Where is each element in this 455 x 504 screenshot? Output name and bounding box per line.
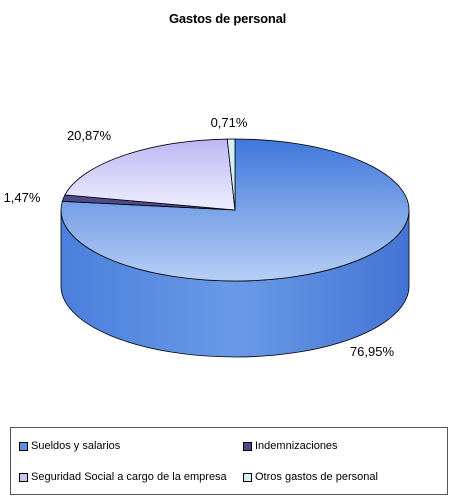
pie-chart: 76,95% 1,47% 20,87% 0,71% <box>4 115 410 359</box>
data-label-sueldos: 76,95% <box>350 344 395 359</box>
data-label-indemnizaciones: 1,47% <box>4 190 41 205</box>
legend-swatch-otros <box>243 472 252 482</box>
legend-swatch-seguridad-social <box>19 472 28 482</box>
legend-item-seguridad-social: Seguridad Social a cargo de la empresa <box>19 471 227 483</box>
data-label-otros: 0,71% <box>211 115 248 130</box>
chart-title: Gastos de personal <box>168 11 287 26</box>
legend-swatch-sueldos <box>19 441 28 451</box>
legend-label-seguridad-social: Seguridad Social a cargo de la empresa <box>31 471 227 483</box>
data-label-seguridad-social: 20,87% <box>67 128 112 143</box>
legend-label-otros: Otros gastos de personal <box>255 471 378 483</box>
legend-label-sueldos: Sueldos y salarios <box>31 440 121 452</box>
legend-item-otros: Otros gastos de personal <box>243 471 378 483</box>
legend-label-indemnizaciones: Indemnizaciones <box>255 440 338 452</box>
legend-item-sueldos: Sueldos y salarios <box>19 440 120 452</box>
legend-item-indemnizaciones: Indemnizaciones <box>243 440 338 452</box>
legend: Sueldos y salarios Indemnizaciones Segur… <box>10 427 448 495</box>
legend-swatch-indemnizaciones <box>243 441 252 451</box>
pie-slice-seguridad-social <box>64 138 236 211</box>
pie-slice-otros <box>226 138 236 211</box>
